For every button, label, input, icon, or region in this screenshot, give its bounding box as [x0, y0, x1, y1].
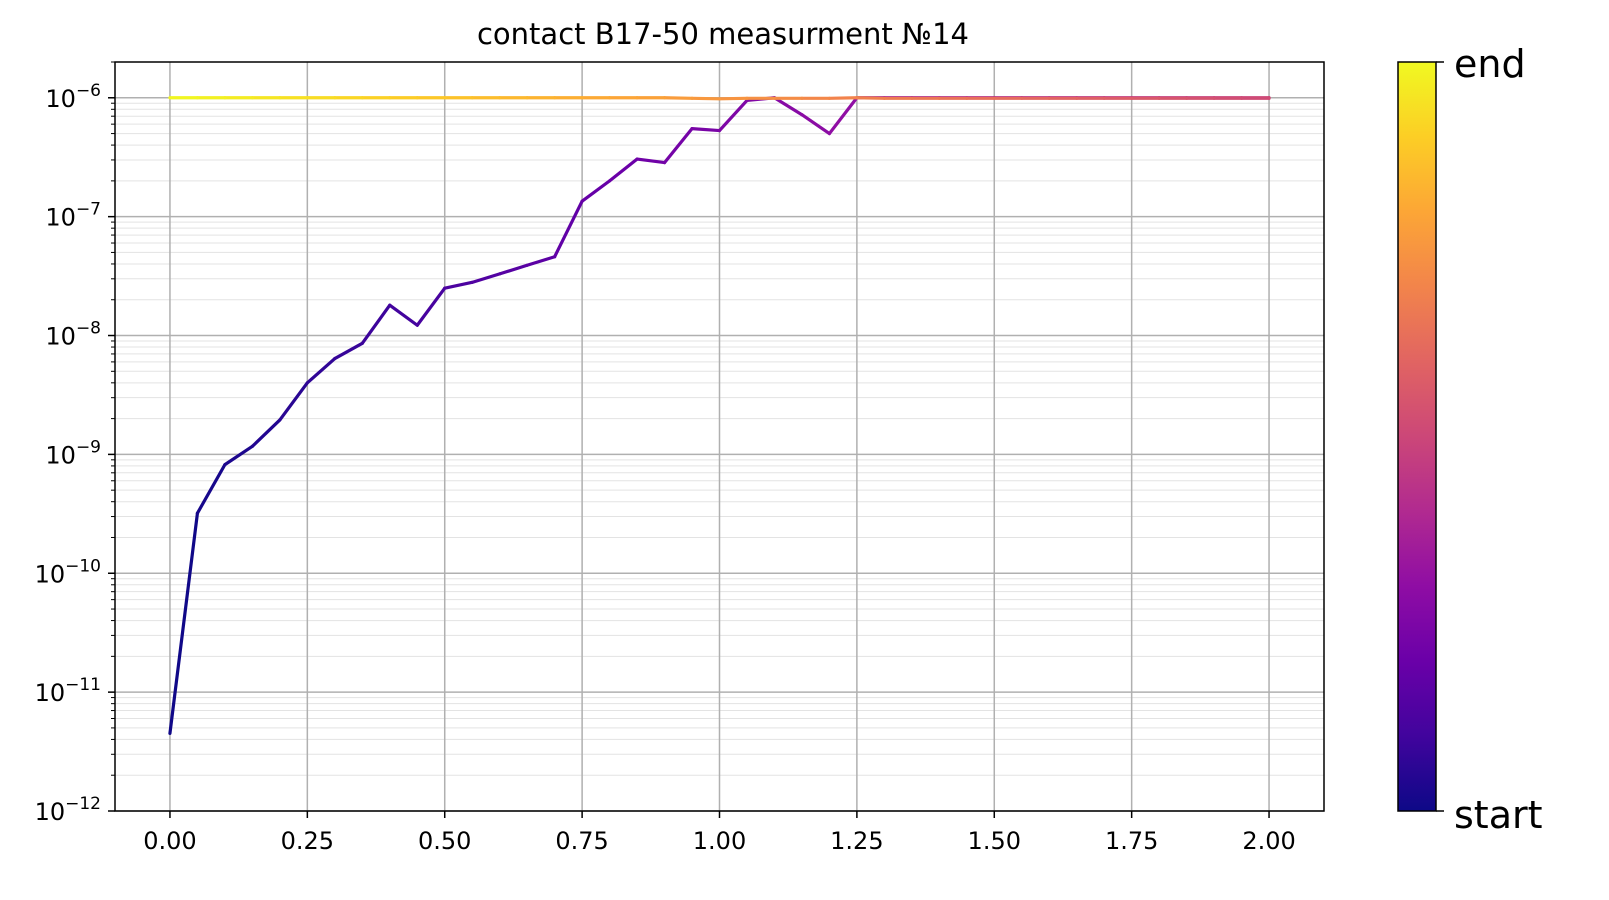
series-segment — [827, 96, 859, 136]
series-segment — [772, 96, 804, 117]
series-segment — [827, 96, 859, 100]
series-segment — [168, 511, 200, 735]
x-tick-label: 0.75 — [555, 827, 608, 855]
series-segment — [690, 127, 722, 133]
x-tick-label: 0.50 — [418, 827, 471, 855]
series-segment — [580, 179, 612, 203]
colorbar-gradient — [1397, 61, 1437, 812]
series-segment — [443, 280, 474, 290]
series-segment — [305, 356, 337, 385]
y-tick-label: 10−9 — [45, 437, 101, 469]
colorbar-start-label: start — [1454, 793, 1543, 837]
x-tick-label: 1.00 — [693, 827, 746, 855]
series-segment — [470, 272, 502, 284]
series-segment — [388, 303, 419, 327]
series-segment — [607, 157, 639, 183]
series-segment — [525, 255, 557, 267]
x-tick-label: 2.00 — [1242, 827, 1295, 855]
plot-lines — [168, 96, 1271, 735]
x-tick-label: 1.25 — [830, 827, 883, 855]
series-segment — [415, 286, 447, 327]
x-tick-label: 1.75 — [1105, 827, 1158, 855]
series-segment — [717, 98, 749, 133]
y-tick-label: 10−7 — [45, 200, 101, 232]
colorbar: end start — [1397, 42, 1543, 837]
series-segment — [662, 127, 694, 165]
series-segment — [662, 96, 694, 100]
y-tick-label: 10−11 — [35, 675, 101, 707]
y-tick-labels: 10−12 10−11 10−10 10−9 10−8 10−7 10−6 — [35, 81, 101, 826]
series-segment — [690, 96, 722, 101]
colorbar-end-label: end — [1454, 42, 1526, 86]
y-tick-label: 10−10 — [35, 556, 101, 588]
series-segment — [635, 157, 667, 165]
y-tick-label: 10−8 — [45, 319, 101, 351]
series-segment — [498, 263, 529, 276]
x-tick-label: 0.25 — [281, 827, 334, 855]
y-tick-label: 10−6 — [45, 81, 101, 113]
x-tick-labels: 0.00 0.25 0.50 0.75 1.00 1.25 1.50 1.75 2.00 — [143, 827, 1296, 855]
x-tick-label: 0.00 — [143, 827, 196, 855]
axis-ticks — [108, 61, 1270, 818]
series-segment — [800, 113, 832, 136]
y-tick-label: 10−12 — [35, 794, 101, 826]
series-segment — [717, 96, 749, 101]
series-segment — [553, 199, 584, 259]
series-segment — [333, 341, 364, 361]
series-segment — [360, 303, 392, 345]
series-segment — [278, 381, 309, 422]
series-segment — [195, 463, 227, 515]
series-segment — [250, 418, 282, 448]
series-segment — [855, 96, 886, 100]
major-grid — [115, 62, 1324, 812]
chart-title: contact B17-50 measurment №14 — [477, 17, 969, 51]
series-segment — [223, 444, 254, 467]
x-tick-label: 1.50 — [968, 827, 1021, 855]
